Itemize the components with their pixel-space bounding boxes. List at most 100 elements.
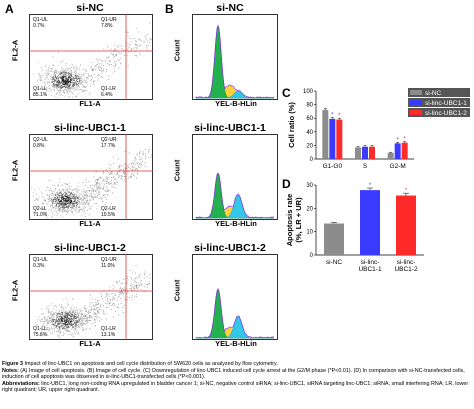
chart-d-category-label: si-NC (326, 259, 343, 266)
scatter-x-label: FL1-A (79, 99, 101, 108)
chart-c-y-tick-label: 0 (310, 157, 314, 163)
quadrant-ur-name: Q1-UR (101, 17, 117, 23)
panel-letter-a: A (5, 2, 14, 16)
chart-c-legend-bg (408, 98, 470, 107)
histogram-y-label: Count (172, 39, 182, 62)
caption-figure-label: Figure 3 (2, 361, 23, 367)
histogram-outline (195, 287, 275, 339)
quadrant-lr-value: 6.4% (101, 92, 113, 98)
quadrant-ll-name: Q1-LL (33, 326, 47, 332)
quadrant-ur-value: 7.8% (101, 23, 113, 29)
caption-abbr-label: Abbreviations: (2, 380, 40, 387)
chart-c-bar (322, 110, 329, 159)
chart-c-category-label: S (363, 163, 368, 170)
chart-c-bar (355, 147, 361, 159)
histogram-title: si-linc-UBC1-2 (194, 242, 266, 254)
scatter-frame (29, 14, 153, 100)
chart-c-y-tick-label: 80 (306, 103, 313, 109)
chart-c-legend-swatch (410, 100, 422, 105)
histogram-title: si-linc-UBC1-1 (194, 122, 266, 134)
chart-c-legend-label: si-linc-UBC1-1 (425, 100, 467, 107)
scatter-title: si-linc-UBC1-1 (54, 122, 126, 134)
chart-c-y-tick-label: 20 (306, 143, 313, 149)
quadrant-lr-name: Q1-LR (101, 326, 116, 332)
scatter-plot (29, 254, 153, 340)
chart-c-category-label: G1-G0 (323, 163, 343, 170)
scatter-dots (35, 265, 151, 339)
chart-d-bar (324, 223, 344, 255)
histogram-plot (192, 254, 278, 340)
quadrant-ul-name: Q1-UL (33, 257, 48, 263)
caption-notes-label: Notes: (2, 367, 19, 374)
chart-d-y-tick-label: 0 (310, 253, 314, 259)
chart-c-y-label: Cell ratio (%) (287, 102, 296, 148)
chart-d-y-tick-label: 20 (306, 206, 313, 212)
chart-c-bar (387, 152, 394, 159)
quadrant-ul-value: 0.8% (33, 143, 45, 149)
figure-caption: Figure 3 Impact of linc-UBC1 on apoptosi… (2, 361, 472, 394)
chart-c-y-tick-label: 60 (306, 116, 313, 122)
chart-c-legend: si-NC si-linc-UBC1-1 si-linc-UBC1-2 (408, 88, 470, 117)
quadrant-ll-name: Q1-LL (33, 86, 47, 92)
scatter-frame (29, 134, 153, 220)
chart-c-bar (329, 118, 336, 159)
chart-c-bar (369, 146, 375, 159)
caption-abbr-line: Abbreviations: linc-UBC1, long non-codin… (2, 381, 472, 394)
caption-abbr-text: linc-UBC1, long non-coding RNA upregulat… (2, 380, 469, 394)
quadrant-lr-value: 13.1% (101, 332, 116, 338)
histogram-plot (192, 14, 278, 100)
chart-c-bar (401, 142, 408, 159)
quadrant-ur-name: Q1-UR (101, 257, 117, 263)
chart-c-category-label: G2-M (390, 163, 406, 170)
chart-c-y-tick-label: 40 (306, 130, 313, 136)
histogram-s-phase (196, 85, 274, 98)
quadrant-ur-value: 17.7% (101, 143, 116, 149)
chart-c-legend-swatch (410, 90, 422, 95)
chart-c-sig-marker: * (338, 113, 341, 119)
quadrant-lr-value: 10.5% (101, 212, 116, 218)
chart-d-bar (360, 190, 380, 255)
scatter-dots (33, 22, 152, 99)
quadrant-ul-value: 0.3% (33, 263, 45, 269)
quadrant-ll-value: 71.0% (33, 212, 48, 218)
scatter-y-label: FL2-A (10, 39, 20, 62)
histogram-g2-peak (196, 90, 274, 99)
scatter-title: si-NC (76, 2, 104, 14)
panel-letter-c: C (282, 86, 291, 100)
chart-c-bar (336, 119, 343, 159)
apoptosis-rate-bar-chart: Apoptosis rate (%, LR + UR) 0 10 20 30 si-NC * s… (285, 183, 424, 273)
chart-c-sig-marker: * (331, 113, 334, 119)
quadrant-ll-value: 75.6% (33, 332, 48, 338)
scatter-frame (29, 254, 153, 340)
caption-figure-text: Impact of linc-UBC1 on apoptosis and cel… (24, 361, 278, 367)
chart-c-legend-bg (408, 108, 470, 117)
quadrant-ul-name: Q2-UL (33, 137, 48, 143)
quadrant-ul-name: Q1-UL (33, 17, 48, 23)
quadrant-ur-value: 11.0% (101, 263, 115, 269)
histogram-y-label: Count (172, 279, 182, 302)
caption-title-line: Figure 3 Impact of linc-UBC1 on apoptosi… (2, 361, 472, 368)
quadrant-lr-name: Q2-LR (101, 206, 116, 212)
chart-c-legend-bg (408, 88, 470, 97)
quadrant-ll-value: 85.1% (33, 92, 48, 98)
histogram-x-label: YEL-B-HLin (215, 99, 257, 108)
panel-letter-d: D (282, 177, 291, 191)
histogram-title: si-NC (216, 2, 244, 14)
histogram-outline (195, 172, 275, 219)
chart-c-y-tick-label: 100 (303, 89, 314, 95)
cell-ratio-bar-chart: Cell ratio (%) 0 20 40 60 80 100 * * G1-G0 S * * G2-M… (287, 88, 470, 170)
chart-d-category-label: si-linc- (397, 259, 416, 266)
histogram-y-label: Count (172, 159, 182, 182)
chart-c-sig-marker: * (396, 137, 399, 143)
chart-c-bar (394, 143, 401, 159)
chart-d-y-tick-label: 10 (306, 230, 313, 236)
histogram-x-label: YEL-B-HLin (215, 219, 257, 228)
quadrant-lr-name: Q1-LR (101, 86, 116, 92)
scatter-y-label: FL2-A (10, 159, 20, 182)
chart-d-y-label-line1: Apoptosis rate (285, 194, 294, 247)
chart-d-sig-marker: * (369, 183, 372, 189)
caption-notes-line: Notes: (A) Image of cell apoptosis. (B) … (2, 368, 472, 381)
chart-d-y-tick-label: 30 (306, 183, 313, 189)
quadrant-ul-value: 0.7% (33, 23, 45, 29)
scatter-plot (29, 14, 153, 100)
